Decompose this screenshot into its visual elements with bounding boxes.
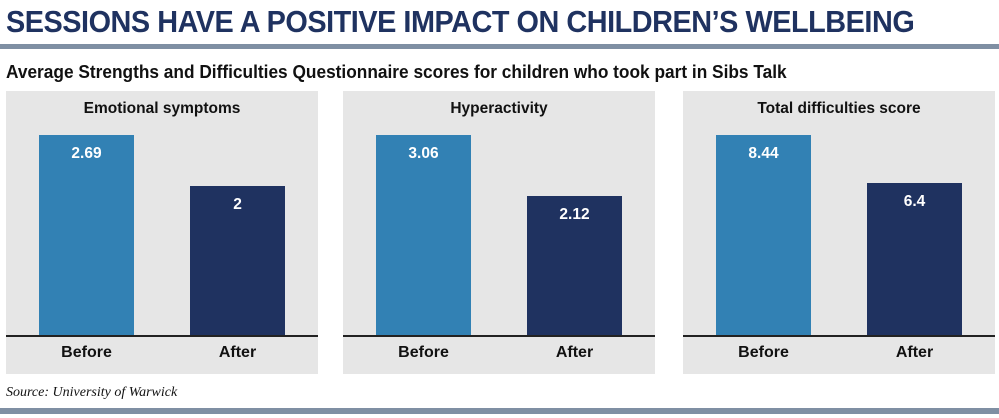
top-rule [0,44,999,49]
bar-before: 2.69 [39,135,134,335]
chart-panel-emotional-symptoms: Emotional symptoms 2.69 2 Before After [6,91,318,374]
panel-title: Hyperactivity [450,100,548,117]
bar-after: 2.12 [527,196,622,335]
bar-value-label: 2.12 [559,206,590,223]
x-axis-baseline [6,335,318,337]
subtitle: Average Strengths and Difficulties Quest… [6,62,787,82]
bar-value-label: 2 [233,196,242,213]
chart-panel-hyperactivity: Hyperactivity 3.06 2.12 Before After [343,91,655,374]
category-label-before: Before [398,344,449,361]
category-label-after: After [895,344,934,361]
x-axis-baseline [683,335,995,337]
bottom-rule [0,408,999,414]
panel-title: Total difficulties score [757,100,921,117]
category-label-after: After [218,344,257,361]
bar-value-label: 3.06 [408,145,439,162]
bar-after: 6.4 [867,183,962,335]
bar-value-label: 8.44 [748,145,779,162]
category-label-before: Before [738,344,789,361]
chart-panel-total-difficulties: Total difficulties score 8.44 6.4 Before… [683,91,995,374]
category-label-before: Before [61,344,112,361]
headline: SESSIONS HAVE A POSITIVE IMPACT ON CHILD… [6,4,915,39]
source-note: Source: University of Warwick [6,385,178,400]
bar-value-label: 6.4 [903,193,926,210]
bar-before: 8.44 [716,135,811,335]
bar-value-label: 2.69 [71,145,102,162]
bar-after: 2 [190,186,285,335]
panel-title: Emotional symptoms [83,100,241,117]
category-label-after: After [555,344,594,361]
x-axis-baseline [343,335,655,337]
bar-before: 3.06 [376,135,471,335]
